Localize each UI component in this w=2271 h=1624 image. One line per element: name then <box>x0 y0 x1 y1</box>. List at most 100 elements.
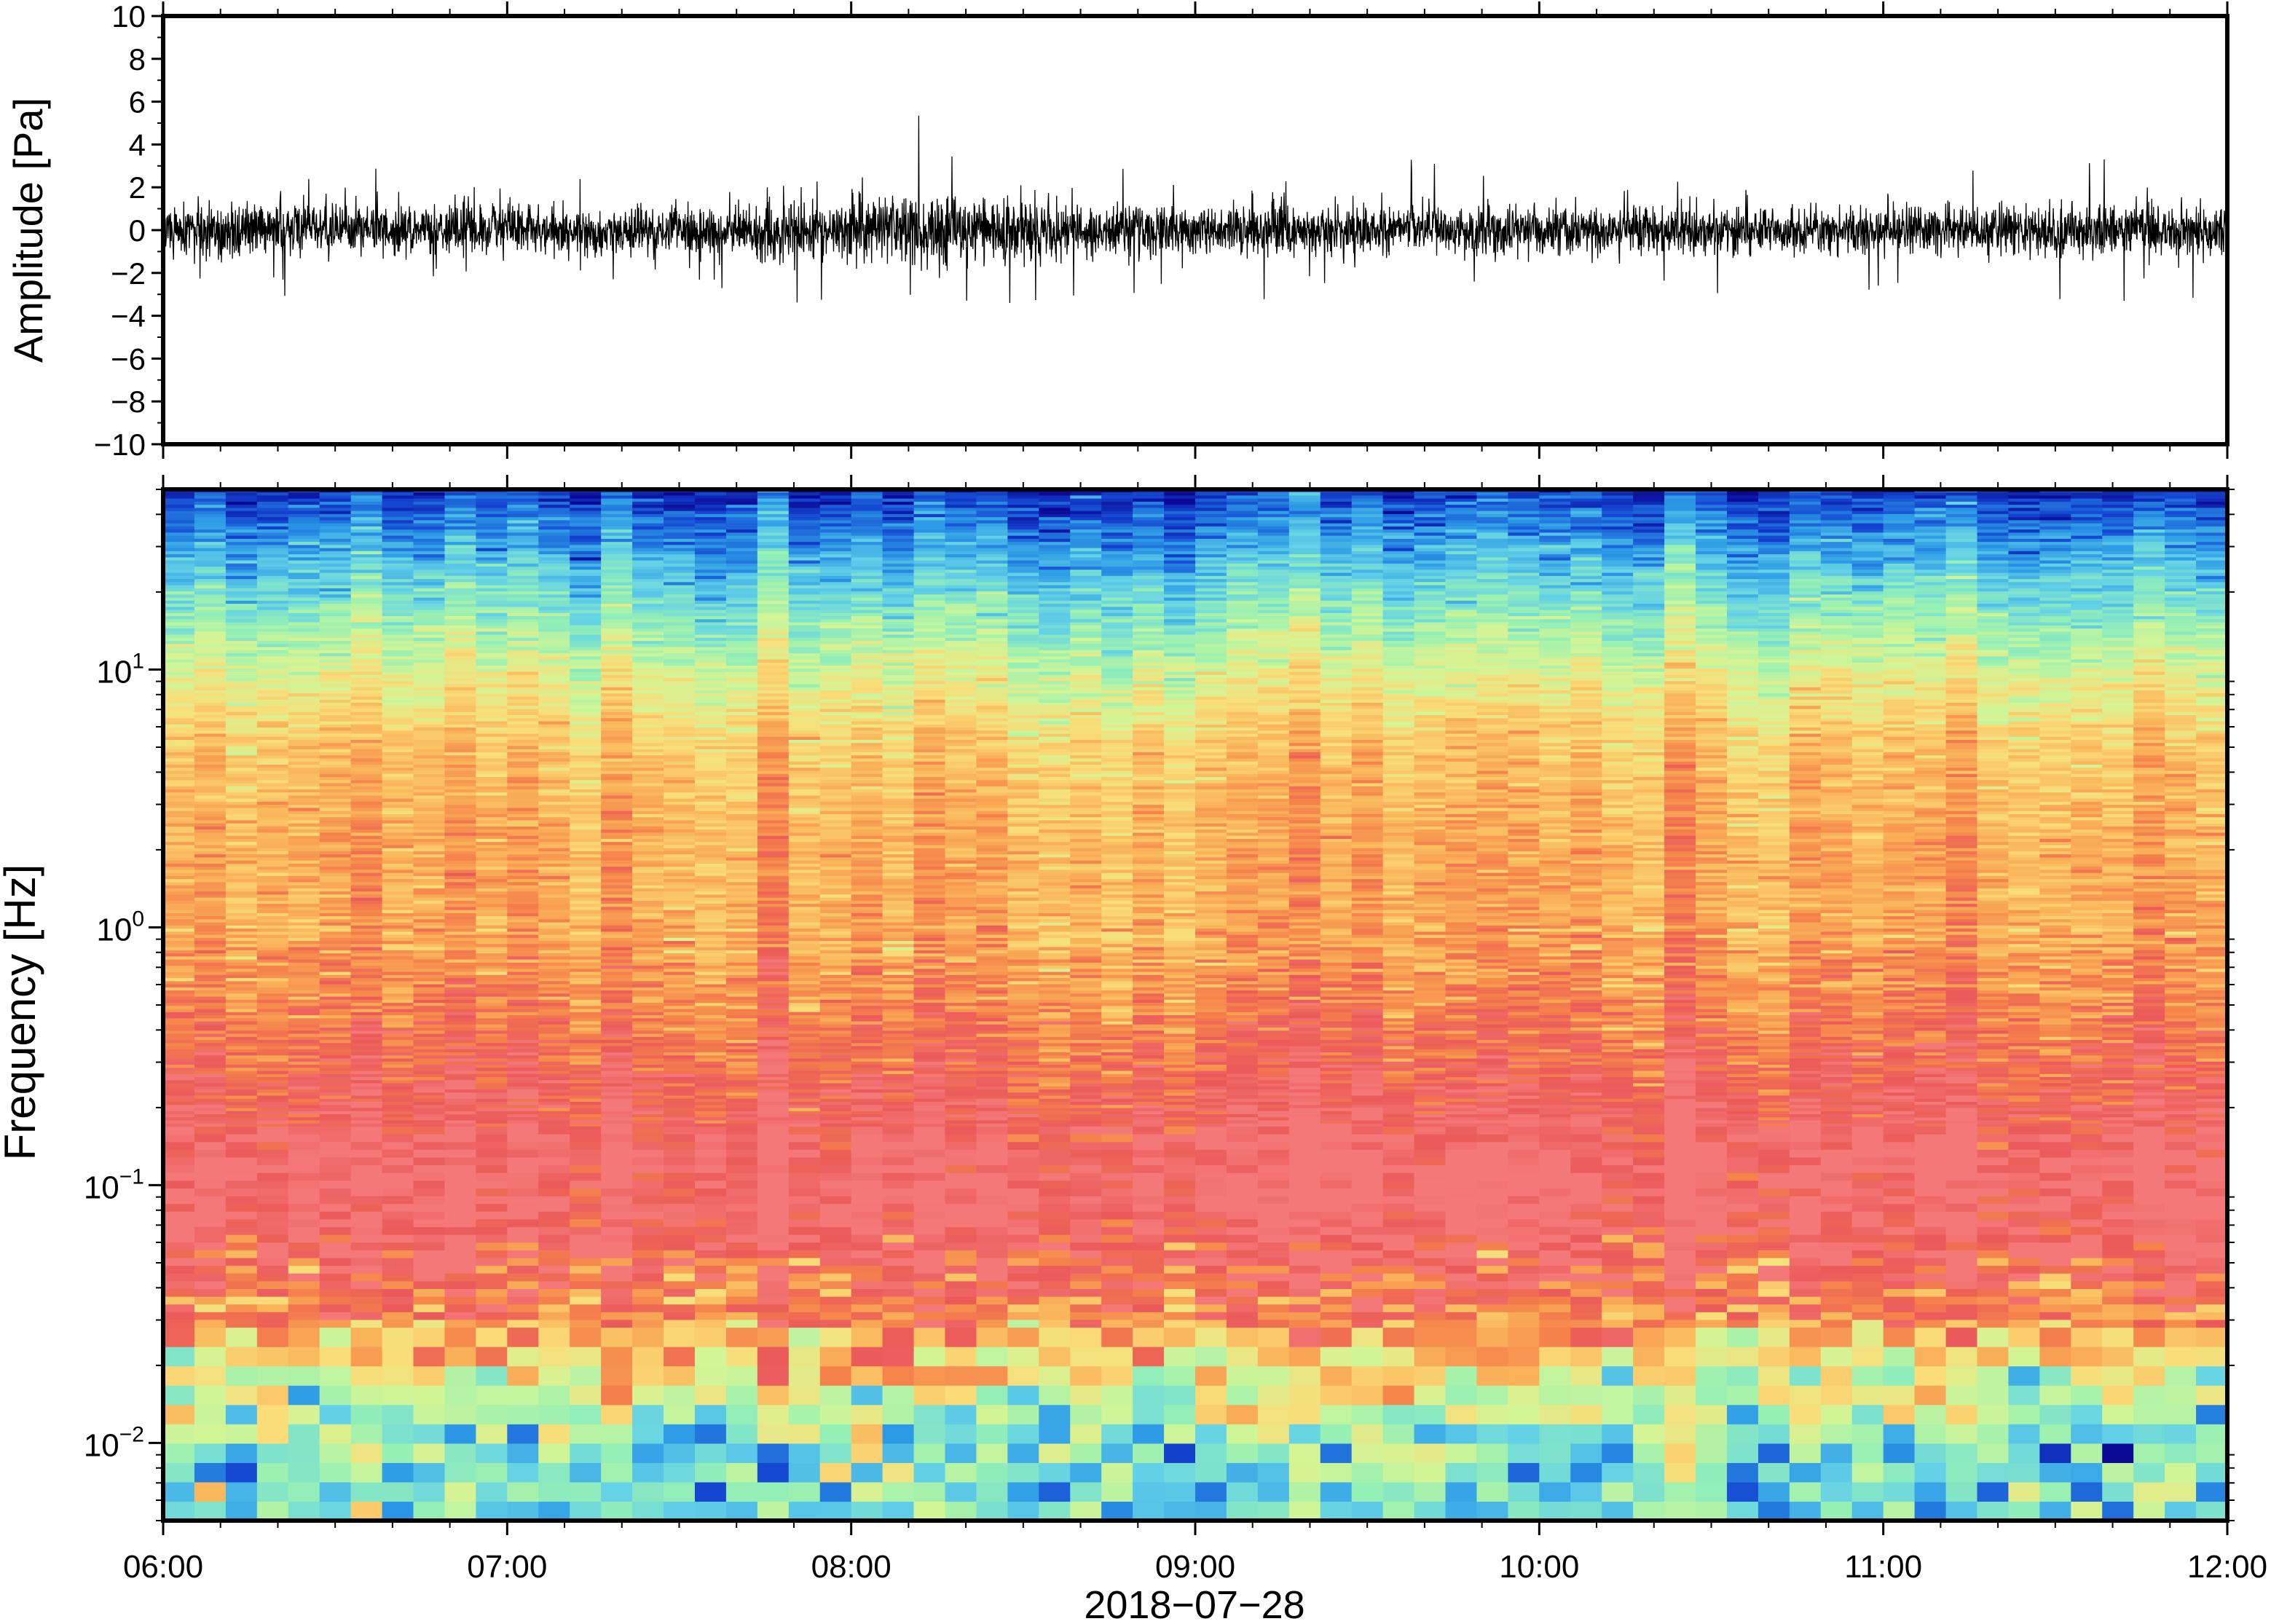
spectrogram-cell <box>1320 1365 1353 1386</box>
spectrogram-cell <box>350 1092 383 1096</box>
spectrogram-cell <box>350 1119 383 1124</box>
spectrogram-cell <box>1789 1257 1822 1266</box>
spectrogram-cell <box>1726 1045 1759 1049</box>
spectrogram-cell <box>1820 1070 1853 1074</box>
spectrogram-cell <box>1414 1086 1447 1090</box>
spectrogram-cell <box>319 1180 352 1189</box>
spectrogram-cell <box>1101 1064 1133 1068</box>
spectrogram-cell <box>2039 1017 2071 1022</box>
spectrogram-cell <box>1476 1211 1508 1220</box>
spectrogram-cell <box>1476 1033 1508 1037</box>
spectrogram-cell <box>1226 1119 1259 1124</box>
spectrogram-cell <box>694 1111 727 1114</box>
spectrogram-cell <box>2071 1226 2103 1235</box>
spectrogram-cell <box>256 1012 289 1016</box>
spectrogram-cell <box>1820 1027 1853 1031</box>
spectrogram-cell <box>2196 1250 2227 1258</box>
spectrogram-cell <box>2196 1042 2227 1046</box>
spectrogram-cell <box>1789 1055 1822 1059</box>
spectrogram-cell <box>1133 1195 1165 1205</box>
spectrogram-cell <box>1977 1039 2010 1044</box>
spectrogram-cell <box>256 1049 289 1053</box>
spectrogram-cell <box>757 1462 790 1483</box>
spectrogram-cell <box>1382 1280 1415 1289</box>
spectrogram-cell <box>976 1027 1008 1031</box>
spectrogram-cell <box>225 1347 258 1367</box>
spectrogram-cell <box>882 1211 915 1220</box>
spectrogram-cell <box>1476 1008 1508 1012</box>
spectrogram-cell <box>1914 1055 1947 1059</box>
spectrogram-cell <box>945 1073 977 1078</box>
spectrogram-cell <box>1133 1064 1165 1068</box>
spectrogram-cell <box>1664 1257 1696 1266</box>
spectrogram-cell <box>725 1020 758 1025</box>
spectrogram-cell <box>2071 1462 2103 1483</box>
spectrogram-cell <box>2008 1312 2040 1320</box>
spectrogram-cell <box>1820 1052 1853 1056</box>
spectrogram-cell <box>288 1036 320 1041</box>
spectrogram-cell <box>2102 1126 2134 1135</box>
spectrogram-cell <box>1351 1033 1384 1037</box>
spectrogram-cell <box>444 1079 476 1084</box>
spectrogram-cell <box>1977 1113 2010 1118</box>
spectrogram-cell <box>1351 1195 1384 1205</box>
spectrogram-cell <box>1195 1365 1227 1386</box>
spectrogram-cell <box>913 1327 946 1347</box>
spectrogram-cell <box>1039 1462 1071 1483</box>
spectrogram-cell <box>1539 1012 1571 1016</box>
spectrogram-cell <box>2039 1067 2071 1071</box>
spectrogram-cell <box>1508 1172 1540 1181</box>
spectrogram-cell <box>1007 1092 1039 1096</box>
spectrogram-cell <box>976 1273 1008 1282</box>
spectrogram-cell <box>1883 1070 1916 1074</box>
spectrogram-cell <box>1696 1404 1728 1424</box>
spectrogram-cell <box>945 1211 977 1220</box>
spectrogram-cell <box>476 1064 508 1068</box>
spectrogram-cell <box>1664 1126 1696 1135</box>
spectrogram-cell <box>1445 1126 1478 1135</box>
spectrogram-cell <box>319 1030 352 1034</box>
spectrogram-cell <box>1195 1188 1227 1197</box>
spectrogram-cell <box>976 1234 1008 1243</box>
spectrogram-cell <box>2102 1280 2134 1289</box>
spectrogram-cell <box>1570 1234 1602 1243</box>
spectrogram-cell <box>507 1067 539 1071</box>
spectrogram-cell <box>1414 1226 1447 1235</box>
spectrogram-cell <box>570 1111 602 1114</box>
spectrogram-cell <box>570 1385 602 1406</box>
spectrogram-cell <box>194 1188 227 1197</box>
spectrogram-cell <box>2196 1067 2227 1071</box>
spectrogram-cell <box>1851 1296 1884 1305</box>
spectrogram-cell <box>1633 1481 1665 1502</box>
spectrogram-cell <box>382 1265 414 1274</box>
spectrogram-cell <box>1414 1092 1447 1096</box>
spectrogram-cell <box>2196 1481 2227 1502</box>
spectrogram-cell <box>2165 1265 2197 1274</box>
spectrogram-cell <box>1039 1095 1071 1099</box>
spectrogram-cell <box>256 1141 289 1150</box>
spectrogram-cell <box>1007 1501 1039 1521</box>
spectrogram-cell <box>2039 1203 2071 1212</box>
spectrogram-cell <box>2165 1067 2197 1071</box>
spectrogram-cell <box>1508 1211 1540 1220</box>
spectrogram-cell <box>976 1257 1008 1266</box>
spectrogram-cell <box>1820 1101 1853 1105</box>
spectrogram-cell <box>570 1039 602 1044</box>
spectrogram-cell <box>1508 1443 1540 1463</box>
spectrogram-cell <box>913 1073 946 1078</box>
spectrogram-cell <box>1602 1280 1634 1289</box>
spectrogram-cell <box>1445 1234 1478 1243</box>
spectrogram-cell <box>1789 1082 1822 1087</box>
spectrogram-cell <box>1382 1098 1415 1102</box>
spectrogram-cell <box>1696 1242 1728 1250</box>
spectrogram-cell <box>1508 1057 1540 1062</box>
spectrogram-cell <box>1382 1242 1415 1250</box>
spectrogram-cell <box>976 1020 1008 1025</box>
spectrogram-cell <box>2196 1030 2227 1034</box>
spectrogram-cell <box>632 1265 664 1274</box>
spectrogram-cell <box>1414 1089 1447 1093</box>
spectrogram-cell <box>1288 1098 1321 1102</box>
spectrogram-cell <box>2008 1149 2040 1158</box>
spectrogram-cell <box>507 1501 539 1521</box>
spectrogram-cell <box>476 1347 508 1367</box>
